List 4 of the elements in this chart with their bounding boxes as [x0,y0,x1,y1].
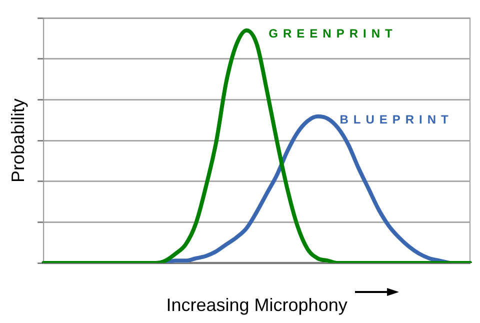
x-axis-title: Increasing Microphony [166,295,348,316]
y-axis-title: Probability [8,98,28,183]
series-label: BLUEPRINT [340,112,454,127]
series-label: GREENPRINT [268,26,398,41]
